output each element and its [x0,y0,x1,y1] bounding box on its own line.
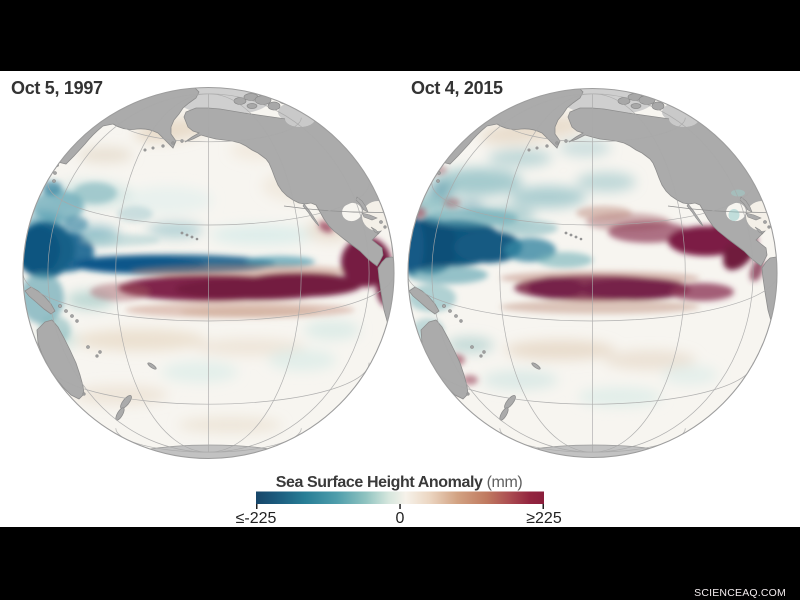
svg-text:≤-225: ≤-225 [236,510,277,527]
svg-text:0: 0 [396,510,405,527]
svg-text:Oct 5, 1997: Oct 5, 1997 [11,78,103,98]
svg-text:≥225: ≥225 [526,510,562,527]
svg-text:Sea Surface Height Anomaly (mm: Sea Surface Height Anomaly (mm) [276,474,523,491]
svg-text:Oct 4, 2015: Oct 4, 2015 [411,78,503,98]
svg-text:SCIENCEAQ.COM: SCIENCEAQ.COM [694,587,786,599]
